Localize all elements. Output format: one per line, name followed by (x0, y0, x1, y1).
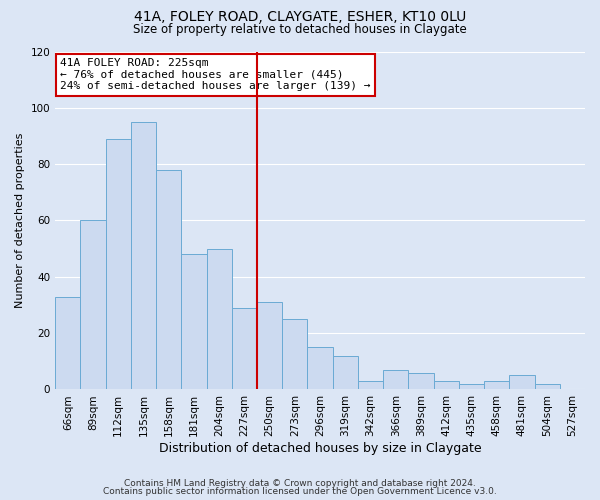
Bar (332, 356, 358, 390)
Bar (282, 319, 307, 390)
Text: 41A, FOLEY ROAD, CLAYGATE, ESHER, KT10 0LU: 41A, FOLEY ROAD, CLAYGATE, ESHER, KT10 0… (134, 10, 466, 24)
Bar (181, 254, 206, 390)
X-axis label: Distribution of detached houses by size in Claygate: Distribution of detached houses by size … (159, 442, 481, 455)
Bar (484, 381, 509, 390)
Bar (106, 139, 131, 390)
Bar (434, 381, 459, 390)
Text: 41A FOLEY ROAD: 225sqm
← 76% of detached houses are smaller (445)
24% of semi-de: 41A FOLEY ROAD: 225sqm ← 76% of detached… (61, 58, 371, 92)
Bar (358, 381, 383, 390)
Bar (131, 122, 156, 390)
Bar (156, 170, 181, 390)
Bar (80, 220, 106, 390)
Bar (509, 376, 535, 390)
Text: Contains public sector information licensed under the Open Government Licence v3: Contains public sector information licen… (103, 487, 497, 496)
Bar (307, 347, 332, 390)
Bar (459, 384, 484, 390)
Text: Size of property relative to detached houses in Claygate: Size of property relative to detached ho… (133, 22, 467, 36)
Y-axis label: Number of detached properties: Number of detached properties (15, 133, 25, 308)
Text: Contains HM Land Registry data © Crown copyright and database right 2024.: Contains HM Land Registry data © Crown c… (124, 478, 476, 488)
Bar (409, 372, 434, 390)
Bar (55, 296, 80, 390)
Bar (535, 384, 560, 390)
Bar (206, 248, 232, 390)
Bar (383, 370, 409, 390)
Bar (257, 302, 282, 390)
Bar (232, 308, 257, 390)
